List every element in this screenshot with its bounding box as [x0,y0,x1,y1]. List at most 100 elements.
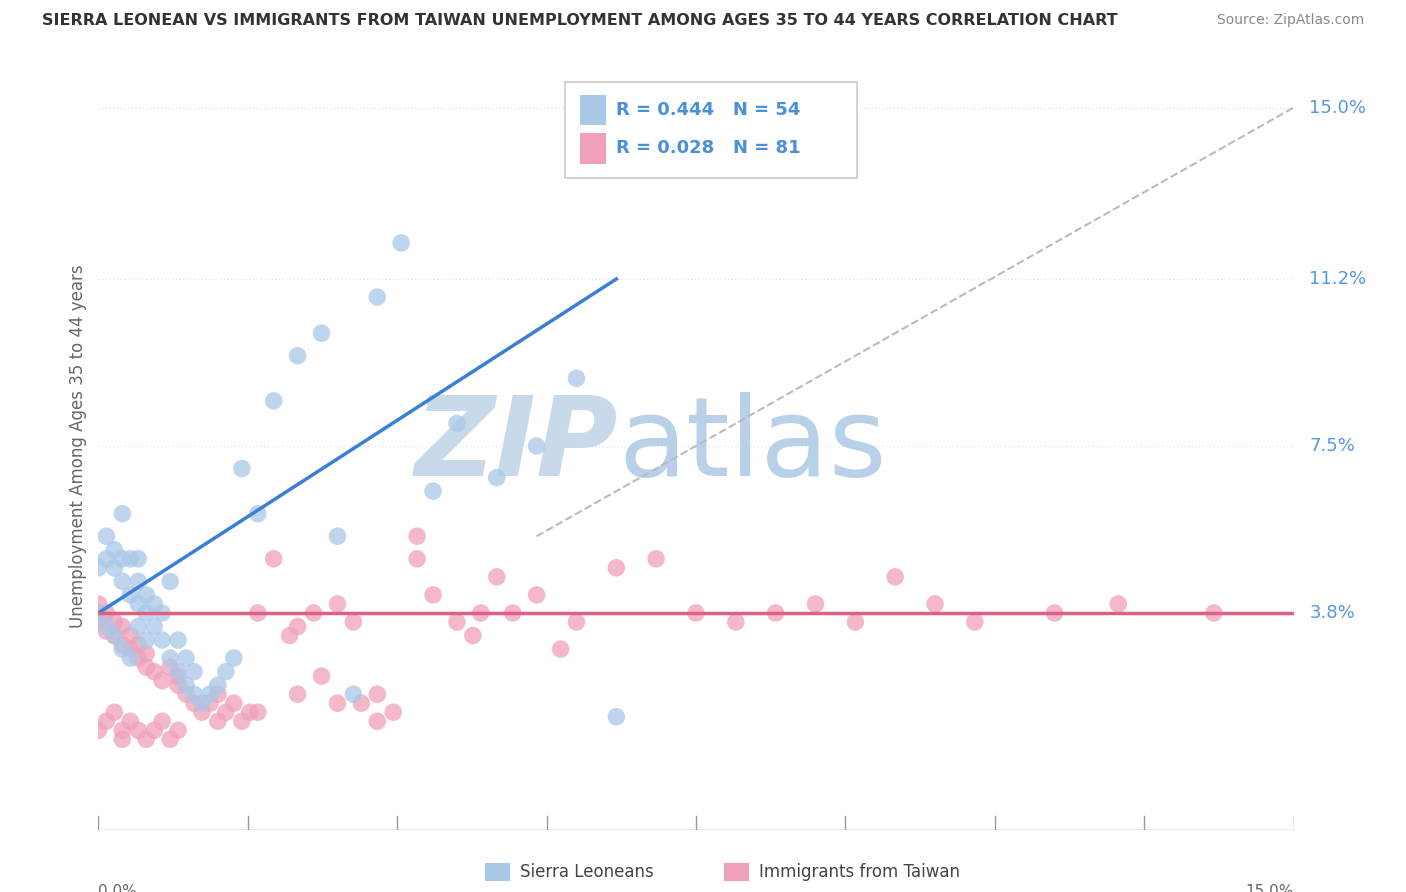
Point [311,326,333,341]
Point [470,606,492,620]
Point [103,628,125,642]
Point [143,723,166,738]
Text: 0.0%: 0.0% [98,884,138,892]
Point [198,696,221,710]
FancyBboxPatch shape [581,133,606,164]
Point [167,633,190,648]
Point [287,349,309,363]
Y-axis label: Unemployment Among Ages 35 to 44 years: Unemployment Among Ages 35 to 44 years [69,264,87,628]
Point [135,647,157,661]
Point [844,615,866,629]
Point [87,723,110,738]
Point [127,574,149,589]
Point [87,561,110,575]
Point [1202,606,1225,620]
Text: SIERRA LEONEAN VS IMMIGRANTS FROM TAIWAN UNEMPLOYMENT AMONG AGES 35 TO 44 YEARS : SIERRA LEONEAN VS IMMIGRANTS FROM TAIWAN… [42,13,1118,29]
Text: R = 0.028   N = 81: R = 0.028 N = 81 [616,139,800,157]
Point [159,651,181,665]
Point [222,696,245,710]
Point [231,714,253,729]
Point [302,606,325,620]
Point [326,696,349,710]
Point [135,606,157,620]
Point [87,597,110,611]
Point [565,371,588,385]
Point [143,665,166,679]
Point [159,574,181,589]
Point [207,678,229,692]
Point [605,561,627,575]
Point [446,417,468,431]
Point [111,732,134,747]
Point [87,615,110,629]
Point [526,588,548,602]
Point [685,606,707,620]
Point [120,628,142,642]
Point [111,619,134,633]
Point [150,633,173,648]
Point [342,687,364,701]
Point [198,687,221,701]
Point [765,606,787,620]
Point [183,687,205,701]
Point [215,705,238,719]
Point [422,484,444,499]
Point [287,687,309,701]
Point [96,624,118,638]
Point [207,714,229,729]
Point [326,529,349,543]
Point [246,705,269,719]
Point [246,507,269,521]
Point [174,678,197,692]
Text: Sierra Leoneans: Sierra Leoneans [520,863,654,881]
Point [174,651,197,665]
Point [150,714,173,729]
Point [111,551,134,566]
Point [96,714,118,729]
Text: 15.0%: 15.0% [1309,98,1367,117]
Point [645,551,668,566]
Point [311,669,333,683]
Point [103,615,125,629]
Point [127,723,149,738]
Point [135,732,157,747]
Point [406,529,429,543]
Text: atlas: atlas [619,392,887,500]
Point [103,628,125,642]
Point [167,665,190,679]
Point [111,507,134,521]
Point [605,710,627,724]
Text: ZIP: ZIP [415,392,619,500]
Text: Source: ZipAtlas.com: Source: ZipAtlas.com [1216,13,1364,28]
Point [207,687,229,701]
Point [565,615,588,629]
Point [382,705,405,719]
Point [127,551,149,566]
Point [724,615,747,629]
Point [143,619,166,633]
Point [143,597,166,611]
Point [326,597,349,611]
Point [287,619,309,633]
Point [111,642,134,657]
Point [150,606,173,620]
Point [150,673,173,688]
Point [366,714,388,729]
Point [422,588,444,602]
Point [96,529,118,543]
Point [215,665,238,679]
Point [103,542,125,557]
Point [96,606,118,620]
Point [87,606,110,620]
Point [263,393,285,408]
Point [120,714,142,729]
Point [246,606,269,620]
Point [222,651,245,665]
Point [127,597,149,611]
Point [231,461,253,475]
Point [239,705,262,719]
Point [120,588,142,602]
Point [135,660,157,674]
Point [191,705,214,719]
Point [485,470,508,484]
